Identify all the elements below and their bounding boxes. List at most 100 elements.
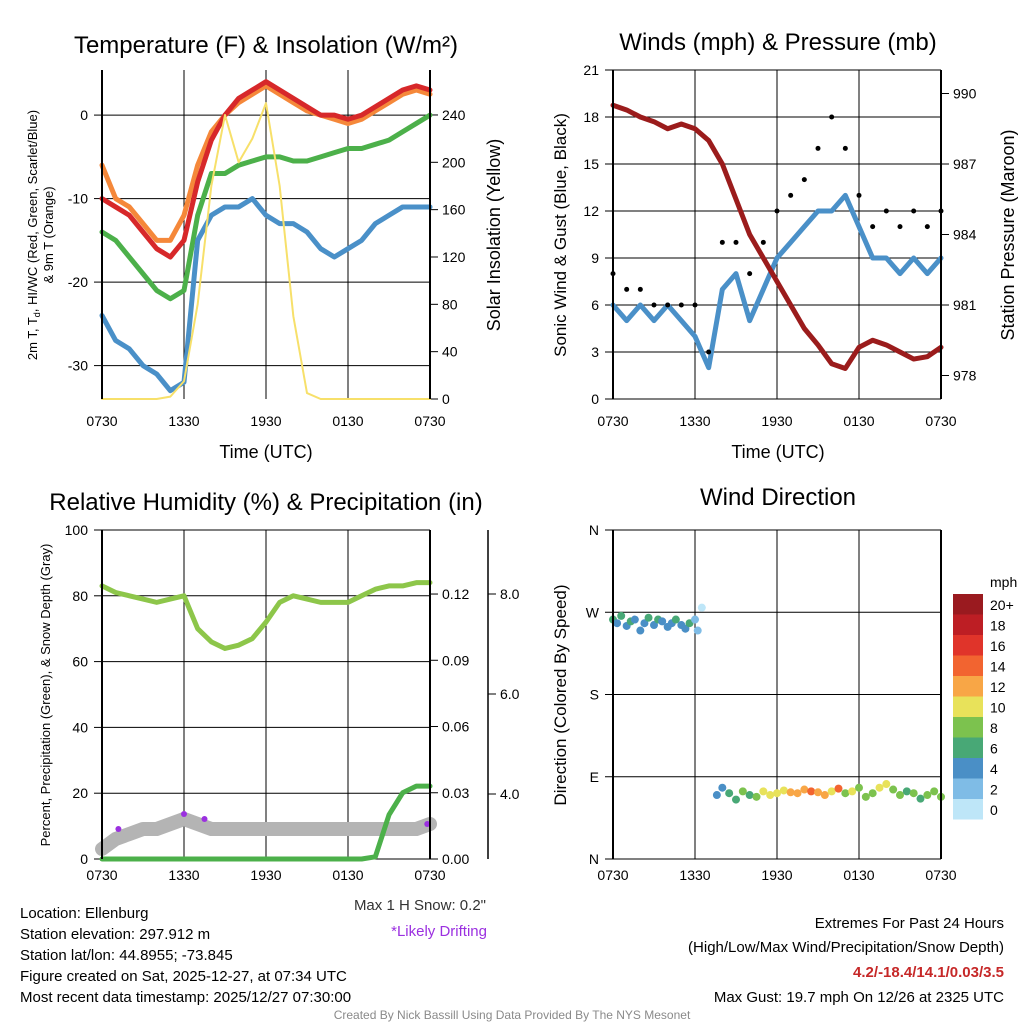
gust-black-point bbox=[733, 239, 739, 245]
y2-tick-label: 80 bbox=[442, 296, 458, 312]
y-tick-label: 18 bbox=[583, 109, 599, 125]
wind-direction-point bbox=[738, 787, 747, 796]
x-tick-label: 0130 bbox=[843, 867, 874, 883]
colorbar-label: 20+ bbox=[990, 597, 1014, 613]
temp-ylabel-subscript: d bbox=[32, 312, 42, 317]
dir-ylabel: Direction (Colored By Speed) bbox=[551, 584, 570, 805]
wind-direction-point bbox=[671, 615, 680, 624]
snow-depth-gray-line bbox=[95, 812, 437, 856]
wind-direction-point bbox=[827, 787, 836, 796]
likely-drifting-label: *Likely Drifting bbox=[391, 923, 487, 940]
x-tick-label: 0730 bbox=[597, 867, 628, 883]
gust-black-point bbox=[829, 114, 835, 120]
wind-direction-point bbox=[930, 787, 939, 796]
wind-chart-title: Winds (mph) & Pressure (mb) bbox=[619, 29, 936, 56]
wind-direction-point bbox=[617, 611, 626, 620]
y-tick-label: 100 bbox=[65, 522, 89, 538]
y2-tick-label: 120 bbox=[442, 249, 466, 265]
y-tick-label: 6 bbox=[591, 297, 599, 313]
gust-black-point bbox=[924, 224, 930, 230]
wind-direction-point bbox=[841, 789, 850, 798]
y2-tick-label: 0.06 bbox=[442, 719, 469, 735]
gust-black-point bbox=[665, 302, 671, 308]
likely-drifting-point bbox=[181, 811, 187, 817]
x-tick-label: 1930 bbox=[761, 867, 792, 883]
x-tick-label: 0130 bbox=[332, 867, 363, 883]
gust-black-point bbox=[747, 271, 753, 277]
gust-black-point bbox=[774, 208, 780, 214]
colorbar-swatch bbox=[953, 758, 983, 779]
wind-direction-point bbox=[693, 626, 702, 635]
likely-drifting-point bbox=[424, 821, 431, 827]
wind-direction-point bbox=[650, 621, 658, 630]
y-tick-label: 3 bbox=[591, 344, 599, 360]
temp-xlabel: Time (UTC) bbox=[219, 442, 312, 462]
charts-layer: 0730 1330 1930 0130 07300-10-20-300408012016… bbox=[65, 62, 1014, 883]
x-tick-label: 1330 bbox=[168, 867, 199, 883]
wind-direction-point bbox=[681, 624, 690, 633]
rh-ylabel: Percent, Precipitation (Green), & Snow D… bbox=[38, 544, 53, 847]
wind-direction-point bbox=[800, 785, 809, 794]
colorbar-label: 2 bbox=[990, 782, 998, 798]
wind-direction-point bbox=[766, 791, 775, 800]
colorbar-swatch bbox=[953, 614, 983, 635]
likely-drifting-point bbox=[201, 816, 208, 822]
wind-direction-point bbox=[848, 787, 857, 796]
colorbar-swatch bbox=[953, 594, 983, 615]
colorbar-swatch bbox=[953, 696, 983, 717]
gust-black-point bbox=[719, 239, 725, 245]
snow-tick-label: 4.0 bbox=[500, 786, 520, 802]
y2-tick-label: 0 bbox=[442, 391, 450, 407]
gust-black-point bbox=[706, 349, 712, 355]
wind-direction-point bbox=[759, 787, 768, 796]
wind-direction-point bbox=[718, 783, 727, 792]
y2-tick-label: 0.03 bbox=[442, 785, 469, 801]
y-tick-label: 40 bbox=[72, 719, 88, 735]
max-gust-text: Max Gust: 19.7 mph On 12/26 at 2325 UTC bbox=[714, 989, 1004, 1006]
gust-black-point bbox=[678, 302, 684, 308]
y2-tick-label: 240 bbox=[442, 107, 466, 123]
wind-direction-point bbox=[902, 787, 911, 796]
colorbar-swatch bbox=[953, 778, 983, 799]
chart-2: 0730 1330 1930 0130 07300204060801000.000.03… bbox=[65, 522, 520, 883]
y2-tick-label: 984 bbox=[953, 227, 977, 243]
location-text: Location: Ellenburg bbox=[20, 905, 148, 922]
y-tick-label: 21 bbox=[583, 62, 599, 78]
y2-tick-label: 987 bbox=[953, 156, 977, 172]
colorbar-label: 8 bbox=[990, 720, 998, 736]
x-tick-label: 1330 bbox=[679, 867, 710, 883]
y2-tick-label: 160 bbox=[442, 202, 466, 218]
wind-direction-point bbox=[793, 789, 802, 798]
rh-chart-title: Relative Humidity (%) & Precipitation (i… bbox=[49, 489, 482, 516]
colorbar-swatch bbox=[953, 717, 983, 738]
colorbar-swatch bbox=[953, 655, 983, 676]
wind-direction-point bbox=[875, 783, 884, 792]
colorbar-swatch bbox=[953, 737, 983, 758]
x-tick-label: 0730 bbox=[597, 413, 628, 429]
gust-black-point bbox=[856, 192, 862, 198]
recent-data-text: Most recent data timestamp: 2025/12/27 0… bbox=[20, 989, 351, 1006]
snow-tick-label: 6.0 bbox=[500, 686, 520, 702]
y-tick-label: 20 bbox=[72, 785, 88, 801]
y2-tick-label: 990 bbox=[953, 86, 977, 102]
wind-direction-point bbox=[644, 613, 653, 622]
y2-tick-label: 0.12 bbox=[442, 586, 469, 602]
temp-ylabel: 2m T, Td, HI/WC (Red, Green, Scarlet/Blu… bbox=[25, 110, 42, 360]
x-tick-label: 1330 bbox=[679, 413, 710, 429]
wind-direction-point bbox=[861, 792, 870, 801]
wind-direction-point bbox=[725, 789, 734, 798]
colorbar-swatch bbox=[953, 676, 983, 697]
td-blue-line bbox=[99, 196, 433, 394]
extremes-subtitle: (High/Low/Max Wind/Precipitation/Snow De… bbox=[688, 939, 1004, 956]
gust-black-point bbox=[692, 302, 698, 308]
y-tick-label: S bbox=[590, 687, 599, 703]
y2-tick-label: 0.00 bbox=[442, 851, 469, 867]
wind-direction-point bbox=[834, 784, 843, 793]
y-tick-label: 0 bbox=[80, 851, 88, 867]
relative-humidity-line bbox=[99, 580, 433, 651]
station-pressure-maroon-line bbox=[610, 102, 944, 371]
y2-tick-label: 40 bbox=[442, 344, 458, 360]
gust-black-point bbox=[815, 145, 821, 151]
9m-t-orange-line bbox=[99, 83, 433, 243]
y-tick-label: 15 bbox=[583, 156, 599, 172]
